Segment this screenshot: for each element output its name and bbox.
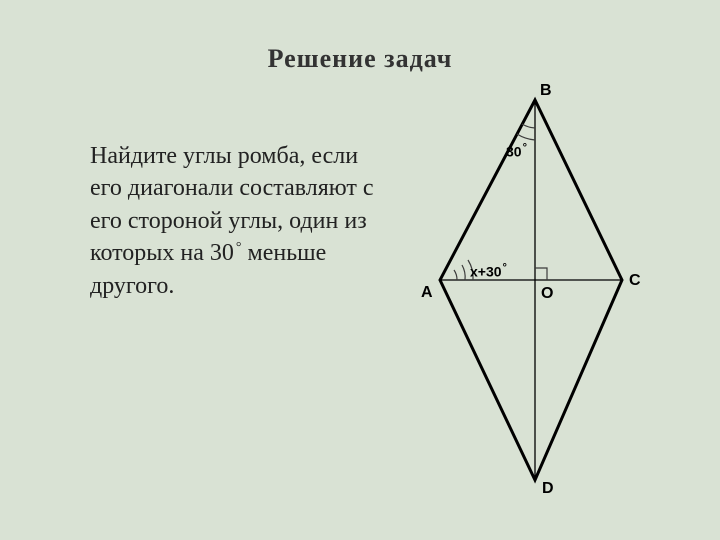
- label-b: B: [540, 82, 552, 100]
- angle-a-label: х+30°: [470, 262, 507, 280]
- problem-text: Найдите углы ромба, если его диагонали с…: [90, 140, 390, 302]
- angle-arc-b2: [517, 134, 535, 140]
- angle-b-deg: °: [523, 142, 527, 154]
- page-title: Решение задач: [0, 44, 720, 74]
- label-a: A: [421, 284, 433, 302]
- page: Решение задач Найдите углы ромба, если е…: [0, 0, 720, 540]
- label-c: C: [629, 272, 641, 290]
- angle-arc-a2: [462, 265, 465, 280]
- angle-a-expr: 30: [486, 264, 502, 280]
- diagram-svg: [410, 80, 660, 510]
- rhombus-outline: [440, 100, 622, 480]
- angle-b-val: 30: [506, 144, 522, 160]
- angle-a-deg: °: [503, 262, 507, 274]
- label-o: O: [541, 285, 553, 303]
- problem-pre: Найдите углы ромба, если его диагонали с…: [90, 143, 374, 266]
- right-angle-box: [535, 268, 547, 280]
- angle-a-x: х+: [470, 264, 486, 280]
- rhombus-diagram: B A C D O 30° х+30°: [410, 80, 660, 510]
- angle-arc-a1: [454, 270, 457, 280]
- angle-arc-b1: [522, 124, 535, 128]
- angle-b-label: 30°: [506, 142, 527, 160]
- label-d: D: [542, 480, 554, 498]
